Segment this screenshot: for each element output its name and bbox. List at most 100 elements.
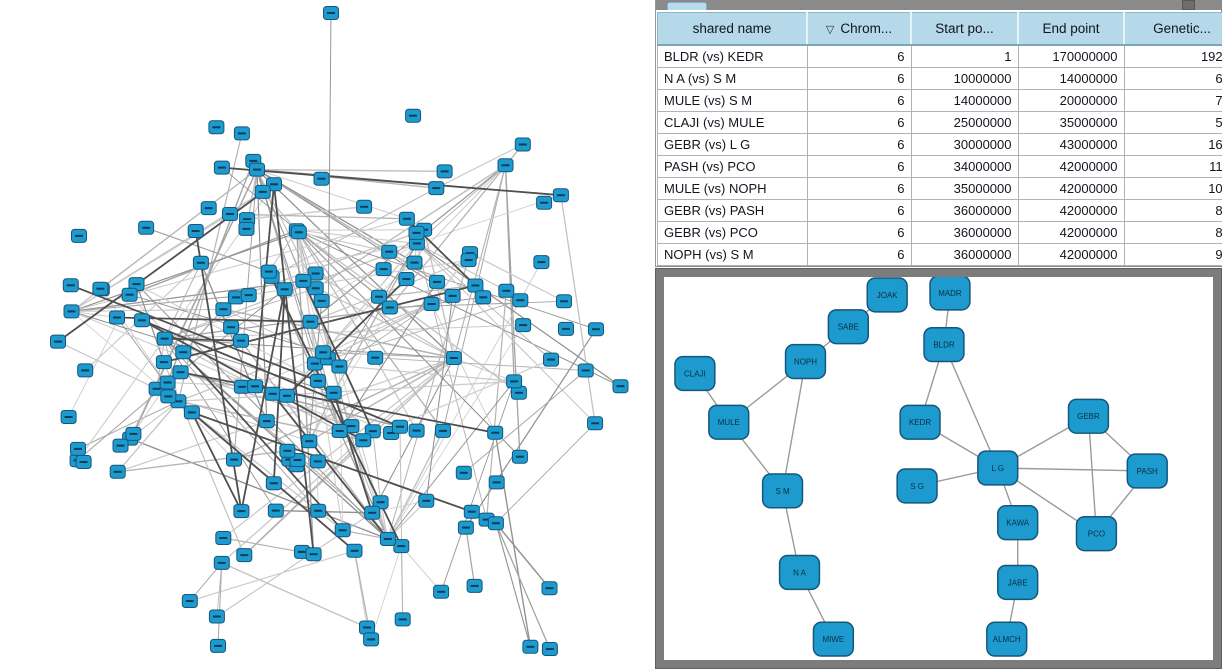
network-node[interactable] [577, 363, 594, 378]
table-cell[interactable]: 14000000 [1017, 67, 1125, 90]
sort-filter-icon[interactable]: ▽ [825, 24, 835, 36]
network-node[interactable] [588, 322, 604, 337]
network-node[interactable] [200, 201, 217, 216]
network-node[interactable] [460, 253, 477, 268]
network-node[interactable] [260, 264, 277, 279]
node-bldr[interactable]: BLDR [923, 326, 965, 363]
network-node[interactable] [587, 416, 604, 431]
table-cell[interactable]: 35000000 [1017, 111, 1125, 134]
network-node[interactable] [367, 350, 384, 365]
network-node[interactable] [208, 609, 225, 624]
table-cell[interactable]: PASH (vs) PCO [657, 155, 808, 178]
network-node[interactable] [428, 181, 445, 196]
network-node[interactable] [355, 433, 372, 448]
table-cell[interactable]: 6 [806, 177, 912, 200]
table-cell[interactable]: 6 [806, 155, 912, 178]
network-node[interactable] [445, 351, 462, 365]
network-node[interactable] [62, 278, 79, 293]
node-sabe[interactable]: SABE [827, 309, 870, 345]
table-cell[interactable]: 6 [806, 89, 912, 112]
network-node[interactable] [512, 293, 529, 308]
network-node[interactable] [305, 547, 322, 562]
table-cell[interactable]: 9.9 [1123, 243, 1222, 266]
network-node[interactable] [372, 495, 389, 510]
network-node[interactable] [71, 228, 87, 243]
network-node[interactable] [302, 314, 319, 329]
network-node[interactable] [444, 288, 461, 303]
table-cell[interactable]: 25000000 [910, 111, 1019, 134]
table-cell[interactable]: 170000000 [1017, 44, 1125, 68]
network-node[interactable] [112, 438, 129, 453]
network-node[interactable] [359, 620, 375, 635]
network-node[interactable] [295, 273, 312, 288]
panel-tab-fragment[interactable] [667, 2, 707, 10]
table-cell[interactable]: 42000000 [1017, 221, 1125, 244]
network-node[interactable] [429, 274, 446, 289]
node-mule[interactable]: MULE [708, 404, 750, 440]
network-node[interactable] [156, 331, 173, 346]
table-cell[interactable]: 1 [910, 44, 1019, 68]
table-cell[interactable]: 42000000 [1017, 155, 1125, 178]
network-node[interactable] [60, 410, 77, 424]
network-node[interactable] [247, 379, 264, 394]
network-node[interactable] [511, 449, 528, 464]
node-l-g[interactable]: L G [977, 450, 1019, 486]
network-node[interactable] [222, 207, 238, 221]
table-cell[interactable]: 6 [806, 111, 912, 134]
table-cell[interactable]: 36000000 [910, 243, 1019, 266]
network-node[interactable] [418, 493, 435, 508]
network-node[interactable] [315, 345, 332, 360]
network-node[interactable] [309, 373, 326, 388]
table-cell[interactable]: 30000000 [910, 133, 1019, 156]
network-node[interactable] [183, 405, 200, 420]
network-node[interactable] [487, 516, 504, 531]
network-node[interactable] [457, 520, 474, 535]
network-node[interactable] [233, 126, 250, 141]
network-node[interactable] [192, 255, 209, 270]
network-node[interactable] [227, 290, 244, 305]
network-node[interactable] [215, 302, 232, 317]
network-node[interactable] [265, 476, 282, 491]
network-node[interactable] [226, 452, 242, 467]
network-node[interactable] [138, 220, 155, 235]
network-node[interactable] [541, 581, 558, 596]
table-cell[interactable]: 6 [806, 221, 912, 244]
network-node[interactable] [125, 426, 142, 441]
network-node[interactable] [159, 375, 176, 390]
table-cell[interactable]: 10000000 [910, 67, 1019, 90]
network-node[interactable] [233, 333, 249, 348]
network-node[interactable] [307, 266, 324, 281]
network-node[interactable] [92, 281, 109, 296]
network-node[interactable] [408, 423, 425, 438]
network-node[interactable] [258, 414, 275, 429]
network-node[interactable] [541, 642, 558, 656]
node-kawa[interactable]: KAWA [997, 505, 1039, 541]
network-node[interactable] [514, 137, 531, 152]
network-node[interactable] [497, 158, 514, 173]
table-cell[interactable]: 6 [806, 199, 912, 222]
node-jabe[interactable]: JABE [997, 564, 1039, 601]
node-noph[interactable]: NOPH [784, 343, 827, 380]
network-node[interactable] [364, 505, 381, 520]
table-cell[interactable]: GEBR (vs) PASH [657, 199, 808, 222]
table-cell[interactable]: 6 [806, 44, 912, 68]
network-node[interactable] [398, 272, 415, 286]
network-node[interactable] [77, 363, 94, 378]
network-node[interactable] [63, 304, 80, 319]
node-kedr[interactable]: KEDR [899, 404, 941, 440]
table-cell[interactable]: GEBR (vs) PCO [657, 221, 808, 244]
table-cell[interactable]: 14000000 [910, 89, 1019, 112]
network-node[interactable] [279, 443, 296, 458]
table-cell[interactable]: 6.6 [1123, 67, 1222, 90]
network-node[interactable] [466, 578, 483, 593]
table-cell[interactable]: 42000000 [1017, 199, 1125, 222]
node-joak[interactable]: JOAK [866, 277, 908, 313]
network-node[interactable] [290, 225, 307, 240]
network-node[interactable] [363, 632, 380, 647]
